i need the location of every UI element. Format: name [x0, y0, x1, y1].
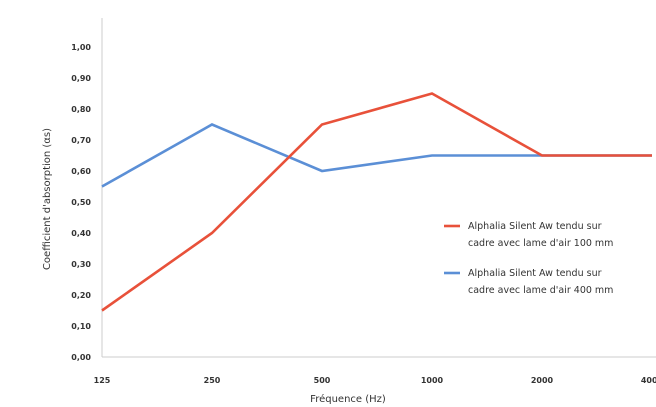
y-tick-label: 0,30	[71, 260, 91, 269]
y-tick-label: 0,10	[71, 322, 91, 331]
y-tick-label: 1,00	[71, 43, 91, 52]
legend-label-2: Alphalia Silent Aw tendu sur	[468, 268, 602, 279]
x-tick-label: 500	[314, 376, 331, 385]
x-tick-label: 1000	[421, 376, 444, 385]
x-tick-labels: 125 250 500 1000 2000 4000	[94, 376, 656, 385]
series-lines	[101, 92, 652, 312]
x-tick-label: 4000	[641, 376, 656, 385]
y-axis-title: Coefficient d'absorption (αs)	[42, 128, 53, 270]
x-tick-label: 2000	[531, 376, 554, 385]
y-tick-label: 0,40	[71, 229, 91, 238]
y-tick-label: 0,20	[71, 291, 91, 300]
series-line-1	[101, 92, 652, 312]
legend-label-2: cadre avec lame d'air 400 mm	[468, 285, 613, 296]
legend: Alphalia Silent Aw tendu sur cadre avec l…	[444, 221, 613, 296]
y-tick-label: 0,60	[71, 167, 91, 176]
y-tick-label: 0,00	[71, 353, 91, 362]
y-tick-label: 0,90	[71, 74, 91, 83]
x-tick-label: 125	[94, 376, 111, 385]
y-tick-label: 0,70	[71, 136, 91, 145]
y-tick-labels: 0,00 0,10 0,20 0,30 0,40 0,50 0,60 0,70 0,80 0,90…	[71, 43, 91, 362]
x-axis-title: Fréquence (Hz)	[310, 393, 386, 405]
axes	[101, 18, 656, 358]
x-tick-label: 250	[204, 376, 221, 385]
legend-label-1: Alphalia Silent Aw tendu sur	[468, 221, 602, 232]
y-tick-label: 0,80	[71, 105, 91, 114]
legend-label-1: cadre avec lame d'air 100 mm	[468, 238, 613, 249]
y-tick-label: 0,50	[71, 198, 91, 207]
